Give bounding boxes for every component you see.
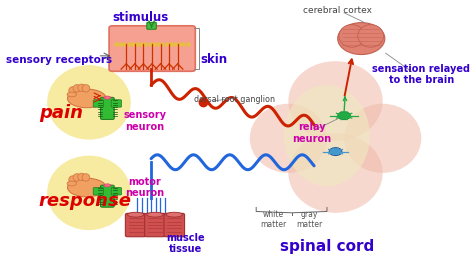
Ellipse shape xyxy=(47,156,131,230)
FancyBboxPatch shape xyxy=(164,213,184,237)
Ellipse shape xyxy=(82,174,90,181)
Ellipse shape xyxy=(284,85,370,186)
Ellipse shape xyxy=(166,212,182,217)
Ellipse shape xyxy=(69,176,76,183)
Ellipse shape xyxy=(67,178,106,197)
Text: motor
neuron: motor neuron xyxy=(125,177,164,198)
Text: relay
neuron: relay neuron xyxy=(292,122,331,144)
Text: dorsal root ganglion: dorsal root ganglion xyxy=(194,95,275,104)
Text: pain: pain xyxy=(39,104,83,122)
Ellipse shape xyxy=(67,92,76,97)
Ellipse shape xyxy=(69,87,76,94)
Ellipse shape xyxy=(337,23,385,55)
Ellipse shape xyxy=(78,173,85,181)
Ellipse shape xyxy=(78,84,85,92)
FancyBboxPatch shape xyxy=(111,100,121,107)
Ellipse shape xyxy=(344,104,421,173)
FancyBboxPatch shape xyxy=(147,22,156,29)
Ellipse shape xyxy=(288,133,383,213)
FancyBboxPatch shape xyxy=(93,100,103,107)
Ellipse shape xyxy=(67,89,106,108)
Text: sensory
neuron: sensory neuron xyxy=(123,110,166,132)
FancyBboxPatch shape xyxy=(100,185,114,207)
Text: sensation relayed
to the brain: sensation relayed to the brain xyxy=(372,64,470,85)
Ellipse shape xyxy=(339,25,365,47)
Ellipse shape xyxy=(104,96,111,99)
Ellipse shape xyxy=(67,181,76,186)
Text: response: response xyxy=(39,192,132,210)
Text: sensory receptors: sensory receptors xyxy=(6,55,112,65)
Ellipse shape xyxy=(128,212,144,217)
FancyBboxPatch shape xyxy=(111,188,121,195)
Text: cerebral cortex: cerebral cortex xyxy=(303,6,372,15)
FancyBboxPatch shape xyxy=(100,97,114,119)
Text: gray
matter: gray matter xyxy=(297,210,323,229)
Ellipse shape xyxy=(104,184,111,187)
Ellipse shape xyxy=(288,61,383,141)
Ellipse shape xyxy=(250,104,327,173)
Text: skin: skin xyxy=(201,53,228,66)
Ellipse shape xyxy=(147,212,163,217)
FancyBboxPatch shape xyxy=(109,26,195,71)
Text: spinal cord: spinal cord xyxy=(280,239,374,253)
Ellipse shape xyxy=(358,25,383,47)
Text: stimulus: stimulus xyxy=(112,11,169,24)
Ellipse shape xyxy=(329,148,342,156)
Ellipse shape xyxy=(47,65,131,140)
FancyBboxPatch shape xyxy=(145,213,165,237)
Text: white
matter: white matter xyxy=(260,210,286,229)
FancyBboxPatch shape xyxy=(126,213,146,237)
Ellipse shape xyxy=(82,85,90,92)
FancyBboxPatch shape xyxy=(93,188,103,195)
Ellipse shape xyxy=(73,174,81,181)
Ellipse shape xyxy=(73,85,81,92)
Ellipse shape xyxy=(337,112,351,120)
Text: muscle
tissue: muscle tissue xyxy=(166,232,205,254)
